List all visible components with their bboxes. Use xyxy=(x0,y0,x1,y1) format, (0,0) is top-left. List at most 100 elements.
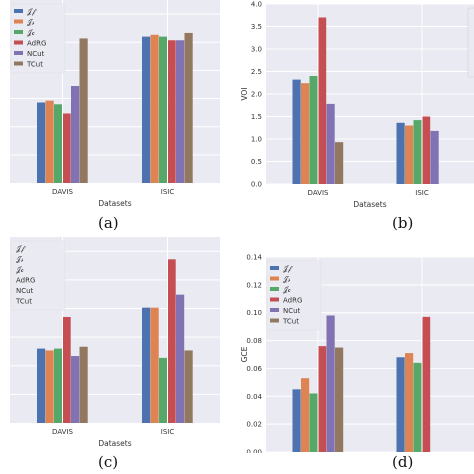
y-tick-label: 0.5 xyxy=(251,158,262,166)
y-tick-label: 0.08 xyxy=(246,337,262,345)
chart-svg: DAVIS ISIC Datasets 𝒥𝒻 𝒥𝓈 𝒥𝒸 AdRG NCut TCut xyxy=(10,237,220,448)
y-tick-label: 3.0 xyxy=(251,46,262,54)
legend-swatch-AdRG xyxy=(270,297,279,302)
chart-panel-d: 0.000.020.040.060.080.100.120.14DAVISISI… xyxy=(237,237,474,453)
chart-svg: 0.000.020.040.060.080.100.120.14DAVISISI… xyxy=(240,254,474,454)
bar-fx-davis xyxy=(292,79,301,184)
bar-fs-davis xyxy=(301,378,310,452)
bar-TCut-isic xyxy=(184,350,193,423)
bar-fc-davis xyxy=(54,348,63,423)
y-tick-label: 4.0 xyxy=(251,1,262,9)
legend-swatch-fs xyxy=(14,19,23,24)
bar-TCut-davis xyxy=(335,142,344,184)
legend-swatch-fc xyxy=(270,287,279,291)
y-tick-label: 0.0 xyxy=(251,181,262,189)
y-tick-label: 0.10 xyxy=(246,309,262,317)
legend-swatch-fs xyxy=(270,276,279,281)
bars-group xyxy=(37,32,193,183)
legend-box xyxy=(266,260,322,331)
chart-panel-b: 0.0 0.5 1.0 1.5 2.0 2.5 3.0 3.5 4.0 DAVIS ISIC Data… xyxy=(237,0,474,212)
caption-a: (a) xyxy=(98,214,119,232)
legend-swatch-TCut xyxy=(270,318,279,323)
y-tick-label: 1.5 xyxy=(251,113,262,121)
bar-NCut-davis xyxy=(71,356,80,423)
y-tick-label: 0.04 xyxy=(246,393,262,401)
y-tick-label: 0.00 xyxy=(246,449,262,454)
bar-TCut-davis xyxy=(335,347,344,452)
x-tick-label: ISIC xyxy=(161,428,175,436)
bar-fx-davis xyxy=(37,102,46,183)
y-tick-label: 0.14 xyxy=(246,254,262,262)
y-tick-label: 1.0 xyxy=(251,136,262,144)
bar-fx-davis xyxy=(292,389,301,452)
caption-d: (d) xyxy=(392,453,414,471)
y-tick-label: 0.02 xyxy=(246,421,262,429)
legend-box xyxy=(10,240,66,311)
bar-TCut-davis xyxy=(79,346,88,423)
bar-TCut-davis xyxy=(79,38,88,183)
y-axis-label: VOI xyxy=(240,87,249,100)
legend-label-AdRG: AdRG xyxy=(16,277,35,285)
bars-group xyxy=(292,17,439,184)
legend-label-fc: 𝒥𝒸 xyxy=(27,29,35,37)
x-axis-label: Datasets xyxy=(98,439,131,448)
legend-swatch-TCut xyxy=(14,61,23,66)
bar-fs-isic xyxy=(405,353,414,452)
legend-label-fx: 𝒥𝒻 xyxy=(27,8,37,16)
x-tick-label: ISIC xyxy=(161,188,175,196)
y-axis-label: GCE xyxy=(240,346,249,362)
x-tick-label: DAVIS xyxy=(52,428,73,436)
x-axis-label: Datasets xyxy=(353,200,386,209)
bar-fs-isic xyxy=(405,125,414,184)
bar-NCut-davis xyxy=(326,315,335,452)
bar-NCut-isic xyxy=(430,130,439,184)
legend-label-fc: 𝒥𝒸 xyxy=(16,266,24,274)
bar-fx-isic xyxy=(142,36,151,183)
legend-label-AdRG: AdRG xyxy=(27,40,46,48)
legend-label-AdRG: AdRG xyxy=(283,297,302,305)
bar-TCut-isic xyxy=(184,32,193,183)
legend-swatch-fx xyxy=(14,9,23,13)
bar-fc-davis xyxy=(309,393,318,452)
legend-label-NCut: NCut xyxy=(16,287,34,295)
legend-box xyxy=(467,7,474,78)
chart-panel-c: DAVIS ISIC Datasets 𝒥𝒻 𝒥𝓈 𝒥𝒸 AdRG NCut TCut xyxy=(0,237,237,453)
caption-b: (b) xyxy=(392,214,414,232)
bar-AdRG-davis xyxy=(318,17,327,184)
bar-fs-davis xyxy=(45,350,54,423)
bar-fs-isic xyxy=(150,34,159,183)
legend-label-fx: 𝒥𝒻 xyxy=(283,265,293,273)
bar-NCut-isic xyxy=(176,294,185,423)
legend-swatch-fc xyxy=(14,30,23,34)
legend-label-fs: 𝒥𝓈 xyxy=(16,256,24,264)
bar-fc-davis xyxy=(309,76,318,184)
chart-panel-a: DAVIS ISIC Datasets 𝒥𝒻 𝒥𝓈 𝒥𝒸 AdRG NCut TCut xyxy=(0,0,237,212)
bar-fc-isic xyxy=(413,120,422,184)
bar-fs-isic xyxy=(150,307,159,423)
y-tick-label: 3.5 xyxy=(251,23,262,31)
chart-svg: 0.0 0.5 1.0 1.5 2.0 2.5 3.0 3.5 4.0 DAVIS ISIC Data… xyxy=(240,1,474,209)
bar-AdRG-isic xyxy=(167,259,176,423)
legend-label-NCut: NCut xyxy=(283,307,301,315)
bar-AdRG-davis xyxy=(318,346,327,452)
legend-label-NCut: NCut xyxy=(27,50,45,58)
x-tick-label: ISIC xyxy=(415,189,429,197)
x-tick-label: DAVIS xyxy=(308,189,329,197)
bar-AdRG-isic xyxy=(422,316,431,452)
legend-label-TCut: TCut xyxy=(282,318,299,326)
bar-fc-isic xyxy=(413,362,422,452)
legend-swatch-AdRG xyxy=(14,40,23,45)
bars-group xyxy=(292,315,431,452)
y-tick-label: 0.06 xyxy=(246,365,262,373)
x-axis-label: Datasets xyxy=(98,199,131,208)
bar-fs-davis xyxy=(45,100,54,183)
caption-c: (c) xyxy=(98,453,119,471)
legend-label-TCut: TCut xyxy=(26,61,43,69)
bar-fc-isic xyxy=(159,36,168,183)
legend-label-fs: 𝒥𝓈 xyxy=(27,19,35,27)
legend-label-fs: 𝒥𝓈 xyxy=(283,276,291,284)
legend-swatch-NCut xyxy=(270,308,279,312)
legend-swatch-NCut xyxy=(14,51,23,55)
legend-swatch-fx xyxy=(270,266,279,270)
